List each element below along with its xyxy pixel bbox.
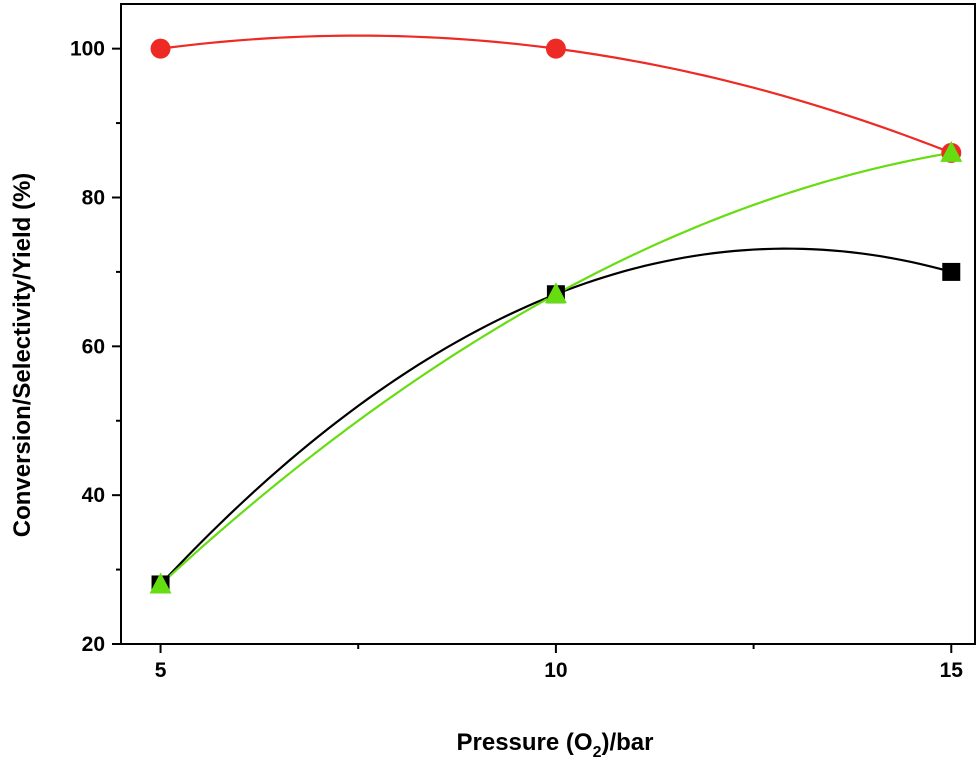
y-tick-label: 40 <box>82 484 105 507</box>
data-point-series-2 <box>150 38 171 59</box>
data-point-series-1 <box>942 262 961 281</box>
x-axis-title: Pressure (O2)/bar <box>457 729 654 761</box>
data-point-series-2 <box>545 38 566 59</box>
y-tick-label: 100 <box>70 38 105 61</box>
data-point-series-3 <box>149 572 172 594</box>
fit-lines <box>159 34 952 586</box>
y-tick-label: 60 <box>82 335 105 358</box>
y-tick-label: 20 <box>82 633 105 656</box>
x-axis-ticks: 5 10 15 <box>155 644 964 682</box>
plot-frame <box>120 3 976 645</box>
y-tick-label: 80 <box>82 186 105 209</box>
data-markers <box>149 38 963 594</box>
x-tick-label: 10 <box>544 659 567 682</box>
y-axis-ticks: 20 40 60 80 100 <box>70 38 121 656</box>
y-axis-title: Conversion/Selectivity/Yield (%) <box>9 173 36 538</box>
x-tick-label: 15 <box>940 659 964 682</box>
x-tick-label: 5 <box>155 659 167 682</box>
fit-line-series-3 <box>159 151 952 586</box>
data-point-series-3 <box>940 140 963 162</box>
data-point-series-3 <box>544 282 567 304</box>
